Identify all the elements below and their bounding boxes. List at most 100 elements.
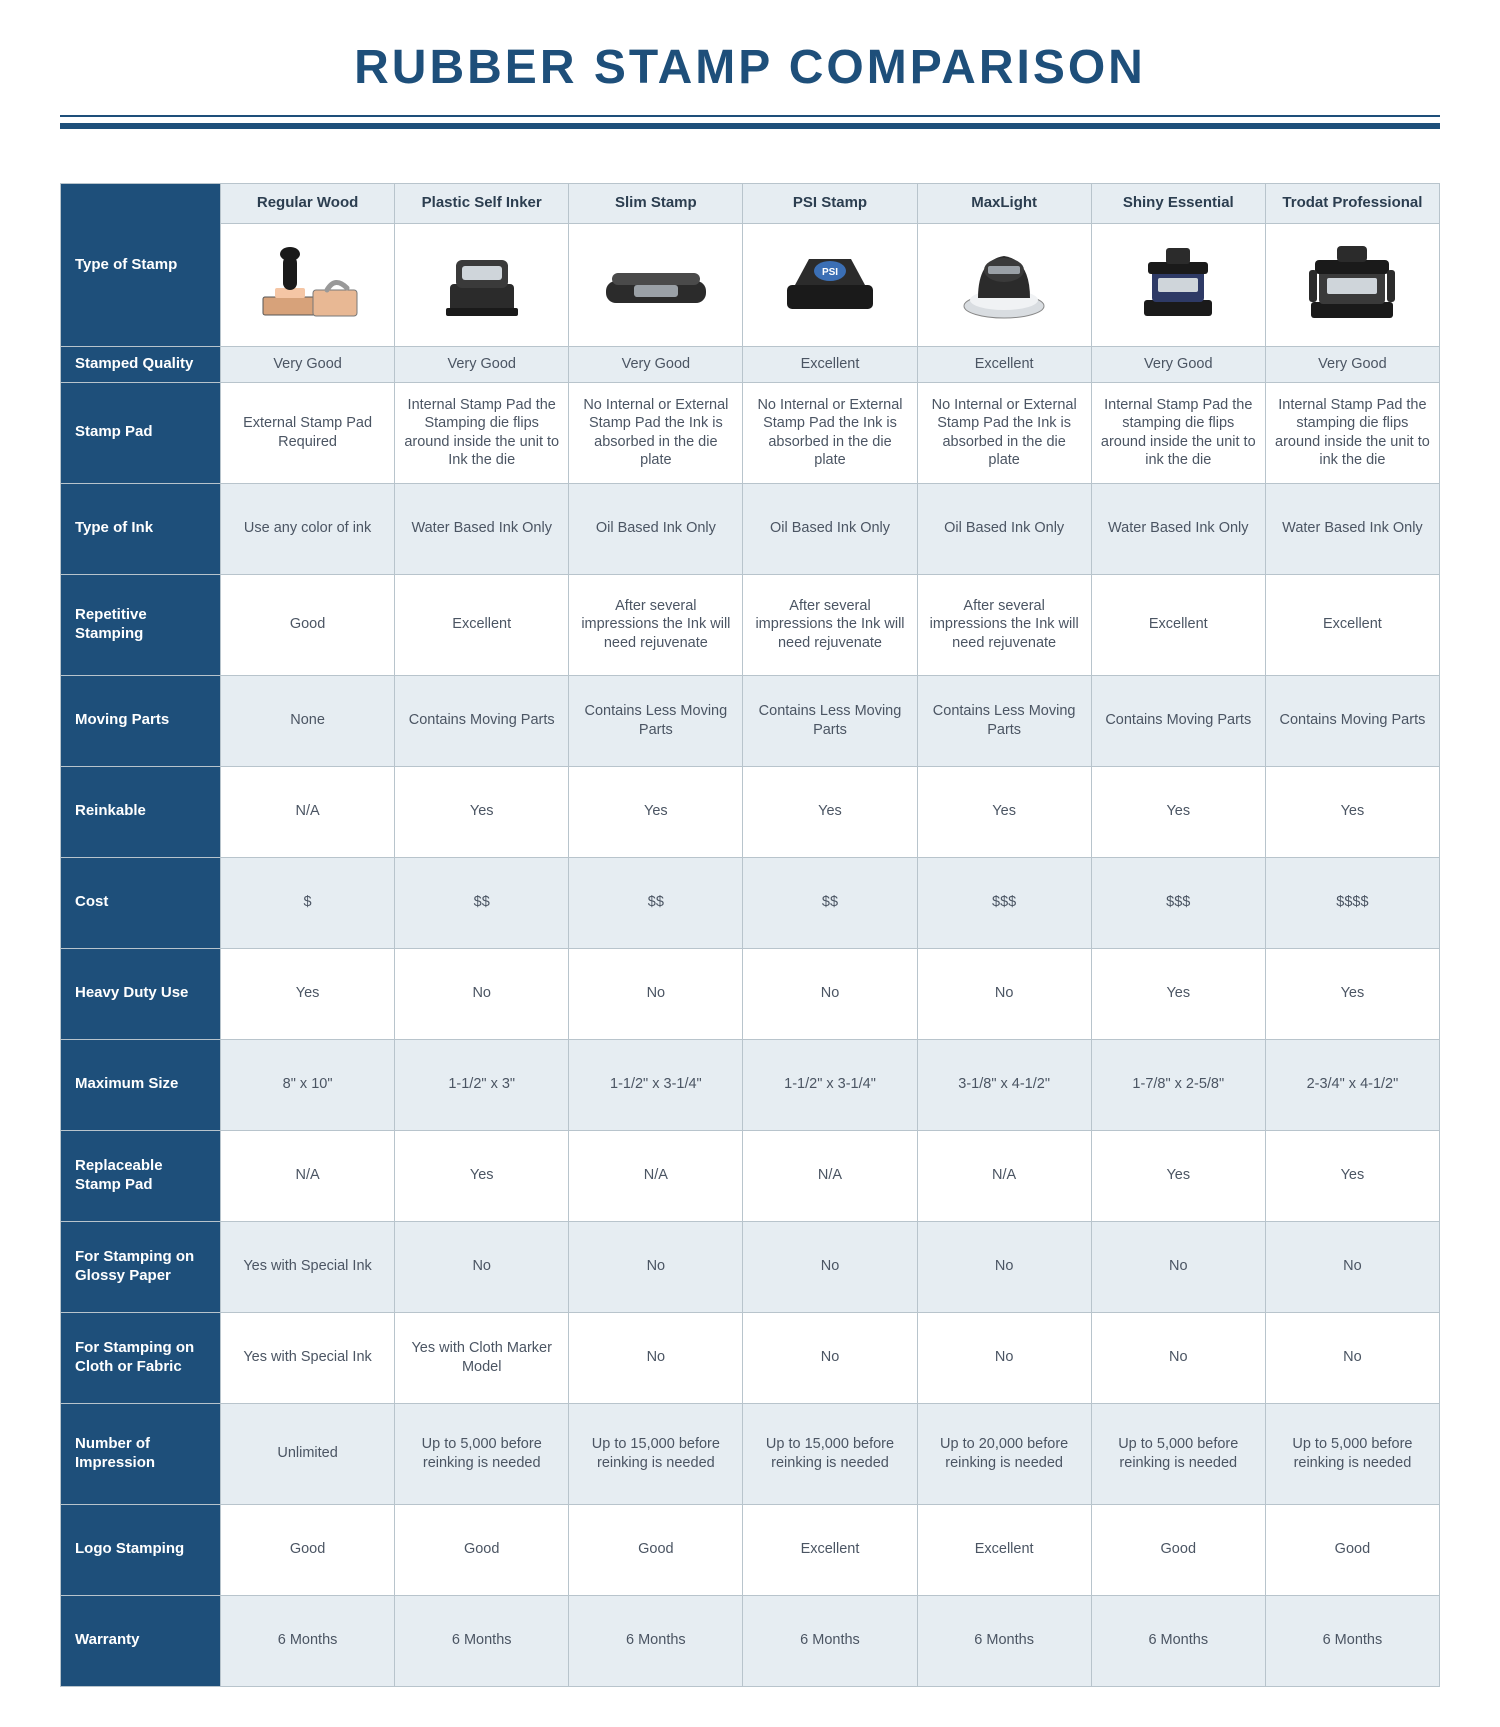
table-cell: N/A <box>569 1130 743 1221</box>
page-title: RUBBER STAMP COMPARISON <box>60 40 1440 95</box>
page: RUBBER STAMP COMPARISON Type of Stamp Re… <box>0 0 1500 1727</box>
col-header: PSI Stamp <box>743 184 917 224</box>
row-label: Heavy Duty Use <box>61 948 221 1039</box>
table-cell: No <box>569 1221 743 1312</box>
table-cell: Up to 15,000 before reinking is needed <box>743 1403 917 1504</box>
table-cell: After several impressions the Ink will n… <box>743 574 917 675</box>
table-cell: Water Based Ink Only <box>1091 483 1265 574</box>
table-cell: No Internal or External Stamp Pad the In… <box>569 382 743 483</box>
table-cell: Contains Less Moving Parts <box>569 675 743 766</box>
table-cell: Water Based Ink Only <box>1265 483 1439 574</box>
table-cell: Yes <box>1091 766 1265 857</box>
table-row: Cost$$$$$$$$$$$$$$$$$ <box>61 857 1440 948</box>
table-cell: No Internal or External Stamp Pad the In… <box>917 382 1091 483</box>
row-label: Moving Parts <box>61 675 221 766</box>
row-label: Stamp Pad <box>61 382 221 483</box>
col-header: Plastic Self Inker <box>395 184 569 224</box>
table-cell: Oil Based Ink Only <box>743 483 917 574</box>
wood-stamp-icon <box>253 242 363 322</box>
table-cell: Internal Stamp Pad the stamping die flip… <box>1265 382 1439 483</box>
table-cell: No <box>743 948 917 1039</box>
table-cell: None <box>221 675 395 766</box>
col-header: Regular Wood <box>221 184 395 224</box>
table-cell: Yes <box>743 766 917 857</box>
table-cell: External Stamp Pad Required <box>221 382 395 483</box>
table-row: Type of InkUse any color of inkWater Bas… <box>61 483 1440 574</box>
table-cell: Oil Based Ink Only <box>569 483 743 574</box>
stamp-image-cell <box>1265 223 1439 346</box>
table-cell: 1-1/2" x 3" <box>395 1039 569 1130</box>
title-rule <box>60 115 1440 129</box>
table-cell: Contains Less Moving Parts <box>917 675 1091 766</box>
table-cell: Yes with Special Ink <box>221 1312 395 1403</box>
table-row: Logo StampingGoodGoodGoodExcellentExcell… <box>61 1504 1440 1595</box>
col-header: Slim Stamp <box>569 184 743 224</box>
row-label: Maximum Size <box>61 1039 221 1130</box>
slim-stamp-icon <box>596 247 716 317</box>
table-cell: $ <box>221 857 395 948</box>
table-cell: $$$$ <box>1265 857 1439 948</box>
table-cell: No <box>395 948 569 1039</box>
table-row: Number of ImpressionUnlimitedUp to 5,000… <box>61 1403 1440 1504</box>
table-cell: 1-1/2" x 3-1/4" <box>569 1039 743 1130</box>
table-row: For Stamping on Cloth or FabricYes with … <box>61 1312 1440 1403</box>
stamp-image-cell <box>395 223 569 346</box>
table-cell: Excellent <box>917 1504 1091 1595</box>
table-cell: 6 Months <box>743 1595 917 1686</box>
stamp-image-cell: PSI <box>743 223 917 346</box>
table-cell: Good <box>221 574 395 675</box>
table-cell: No <box>1265 1312 1439 1403</box>
table-cell: Oil Based Ink Only <box>917 483 1091 574</box>
table-cell: Up to 15,000 before reinking is needed <box>569 1403 743 1504</box>
table-cell: Up to 5,000 before reinking is needed <box>395 1403 569 1504</box>
table-cell: Excellent <box>917 346 1091 382</box>
table-row: Moving PartsNoneContains Moving PartsCon… <box>61 675 1440 766</box>
table-cell: 6 Months <box>1265 1595 1439 1686</box>
table-cell: 6 Months <box>1091 1595 1265 1686</box>
table-cell: Contains Less Moving Parts <box>743 675 917 766</box>
row-label: Stamped Quality <box>61 346 221 382</box>
table-cell: 6 Months <box>221 1595 395 1686</box>
table-cell: No <box>743 1312 917 1403</box>
table-cell: No <box>917 948 1091 1039</box>
table-cell: Yes with Special Ink <box>221 1221 395 1312</box>
table-cell: Contains Moving Parts <box>1091 675 1265 766</box>
table-cell: 8" x 10" <box>221 1039 395 1130</box>
table-cell: $$ <box>395 857 569 948</box>
table-cell: Yes <box>1265 1130 1439 1221</box>
table-cell: Yes <box>221 948 395 1039</box>
row-label-header: Type of Stamp <box>61 184 221 347</box>
table-cell: Very Good <box>569 346 743 382</box>
row-label: For Stamping on Cloth or Fabric <box>61 1312 221 1403</box>
table-cell: No <box>395 1221 569 1312</box>
table-cell: Unlimited <box>221 1403 395 1504</box>
psi-stamp-icon: PSI <box>775 245 885 320</box>
table-cell: Yes <box>917 766 1091 857</box>
table-cell: Yes <box>1265 948 1439 1039</box>
table-cell: Internal Stamp Pad the stamping die flip… <box>1091 382 1265 483</box>
table-cell: Up to 5,000 before reinking is needed <box>1091 1403 1265 1504</box>
stamp-image-cell <box>569 223 743 346</box>
table-cell: Contains Moving Parts <box>1265 675 1439 766</box>
table-image-row: PSI <box>61 223 1440 346</box>
table-cell: Up to 20,000 before reinking is needed <box>917 1403 1091 1504</box>
table-header-row: Type of Stamp Regular Wood Plastic Self … <box>61 184 1440 224</box>
table-cell: After several impressions the Ink will n… <box>569 574 743 675</box>
table-cell: 6 Months <box>917 1595 1091 1686</box>
table-cell: Yes <box>569 766 743 857</box>
table-cell: No <box>917 1221 1091 1312</box>
row-label: Number of Impression <box>61 1403 221 1504</box>
col-header: MaxLight <box>917 184 1091 224</box>
table-cell: Good <box>569 1504 743 1595</box>
row-label: Logo Stamping <box>61 1504 221 1595</box>
shiny-stamp-icon <box>1128 240 1228 325</box>
table-cell: N/A <box>917 1130 1091 1221</box>
stamp-image-cell <box>1091 223 1265 346</box>
table-cell: Yes <box>395 1130 569 1221</box>
row-label: For Stamping on Glossy Paper <box>61 1221 221 1312</box>
table-cell: 1-7/8" x 2-5/8" <box>1091 1039 1265 1130</box>
table-body: Stamped QualityVery GoodVery GoodVery Go… <box>61 346 1440 1686</box>
table-row: Warranty6 Months6 Months6 Months6 Months… <box>61 1595 1440 1686</box>
row-label: Replaceable Stamp Pad <box>61 1130 221 1221</box>
table-cell: N/A <box>221 766 395 857</box>
